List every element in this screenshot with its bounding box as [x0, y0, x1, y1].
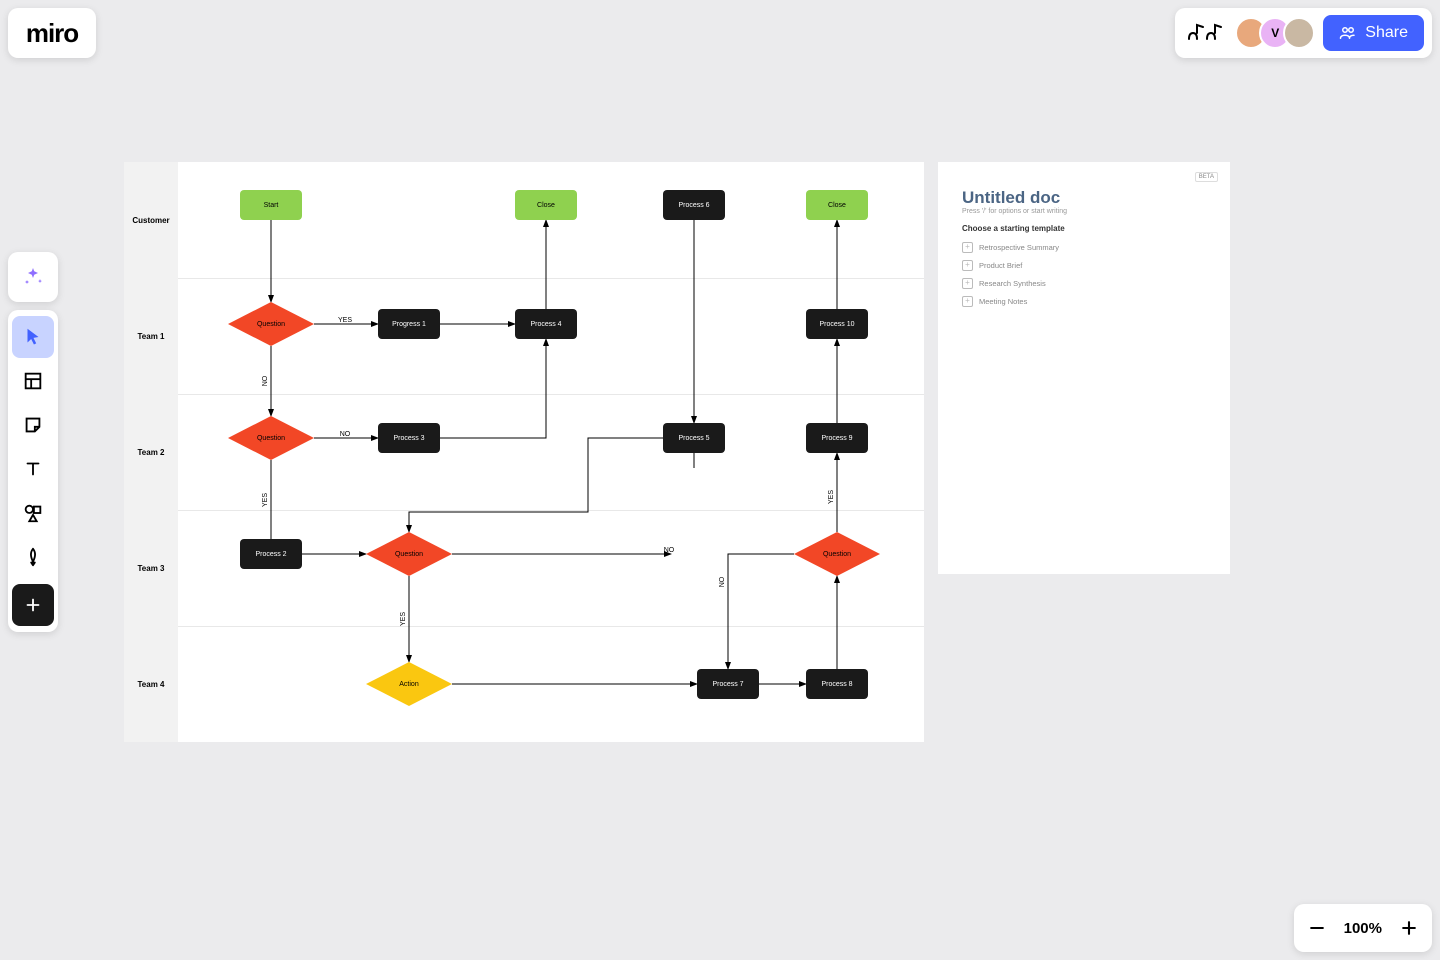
doc-hint: Press '/' for options or start writing	[962, 208, 1067, 215]
template-label: Meeting Notes	[979, 297, 1027, 306]
doc-template-item[interactable]: Retrospective Summary	[962, 238, 1206, 256]
tool-shapes[interactable]	[12, 492, 54, 534]
template-icon	[962, 242, 973, 253]
flow-node-p10[interactable]: Process 10	[806, 309, 868, 339]
collaboration-icon[interactable]	[1183, 16, 1227, 50]
avatar-initial: V	[1271, 26, 1279, 40]
ai-button[interactable]	[8, 252, 58, 302]
doc-template-item[interactable]: Meeting Notes	[962, 292, 1206, 310]
svg-text:NO: NO	[262, 375, 269, 386]
flow-node-action[interactable]: Action	[366, 662, 452, 706]
flow-node-q3[interactable]: Question	[366, 532, 452, 576]
flow-node-q4[interactable]: Question	[794, 532, 880, 576]
tool-cursor[interactable]	[12, 316, 54, 358]
zoom-control: 100%	[1294, 904, 1432, 952]
share-label: Share	[1365, 24, 1408, 42]
flow-node-p2[interactable]: Process 2	[240, 539, 302, 569]
share-button[interactable]: Share	[1323, 15, 1424, 51]
svg-text:NO: NO	[340, 431, 351, 438]
svg-text:NO: NO	[719, 576, 726, 587]
flow-node-close2[interactable]: Close	[806, 190, 868, 220]
shapes-icon	[22, 502, 44, 524]
flow-node-p1[interactable]: Progress 1	[378, 309, 440, 339]
tool-text[interactable]	[12, 448, 54, 490]
template-label: Retrospective Summary	[979, 243, 1059, 252]
left-toolbar	[8, 310, 58, 632]
template-icon	[962, 260, 973, 271]
tool-frame[interactable]	[12, 360, 54, 402]
flow-node-close1[interactable]: Close	[515, 190, 577, 220]
flow-node-q2[interactable]: Question	[228, 416, 314, 460]
doc-panel[interactable]: BETA Untitled doc Press '/' for options …	[938, 162, 1230, 574]
template-label: Research Synthesis	[979, 279, 1046, 288]
svg-text:YES: YES	[262, 493, 269, 507]
pen-icon	[22, 546, 44, 568]
sparkle-icon	[21, 265, 45, 289]
template-icon	[962, 278, 973, 289]
flow-node-p4[interactable]: Process 4	[515, 309, 577, 339]
tool-sticky[interactable]	[12, 404, 54, 446]
plus-icon	[1399, 918, 1419, 938]
flow-node-p7[interactable]: Process 7	[697, 669, 759, 699]
frame-icon	[22, 370, 44, 392]
tool-add[interactable]	[12, 584, 54, 626]
doc-section: Choose a starting template	[962, 224, 1065, 233]
doc-templates: Retrospective Summary Product Brief Resear…	[962, 238, 1206, 310]
canvas-board[interactable]: CustomerTeam 1Team 2Team 3Team 4 YESNONO…	[124, 162, 924, 742]
sticky-icon	[22, 414, 44, 436]
avatar[interactable]	[1283, 17, 1315, 49]
svg-text:YES: YES	[400, 612, 407, 626]
header-right: V Share	[1175, 8, 1432, 58]
flow-node-p9[interactable]: Process 9	[806, 423, 868, 453]
doc-template-item[interactable]: Product Brief	[962, 256, 1206, 274]
brand-logo[interactable]: miro	[8, 8, 96, 58]
flow-node-start[interactable]: Start	[240, 190, 302, 220]
svg-text:YES: YES	[828, 490, 835, 504]
tool-pen[interactable]	[12, 536, 54, 578]
zoom-in-button[interactable]	[1396, 915, 1422, 941]
brand-label: miro	[26, 18, 78, 49]
flow-node-p3[interactable]: Process 3	[378, 423, 440, 453]
avatar-stack[interactable]: V	[1235, 17, 1315, 49]
minus-icon	[1307, 918, 1327, 938]
doc-template-item[interactable]: Research Synthesis	[962, 274, 1206, 292]
share-people-icon	[1339, 24, 1357, 42]
flow-node-p6[interactable]: Process 6	[663, 190, 725, 220]
zoom-out-button[interactable]	[1304, 915, 1330, 941]
flow-node-p5[interactable]: Process 5	[663, 423, 725, 453]
template-icon	[962, 296, 973, 307]
flow-node-p8[interactable]: Process 8	[806, 669, 868, 699]
svg-text:NO: NO	[664, 547, 675, 554]
doc-title[interactable]: Untitled doc	[962, 188, 1060, 208]
cursor-icon	[22, 326, 44, 348]
text-icon	[22, 458, 44, 480]
zoom-level[interactable]: 100%	[1344, 920, 1382, 937]
plus-icon	[22, 594, 44, 616]
doc-badge: BETA	[1195, 172, 1218, 182]
flow-node-q1[interactable]: Question	[228, 302, 314, 346]
svg-text:YES: YES	[338, 317, 352, 324]
template-label: Product Brief	[979, 261, 1022, 270]
